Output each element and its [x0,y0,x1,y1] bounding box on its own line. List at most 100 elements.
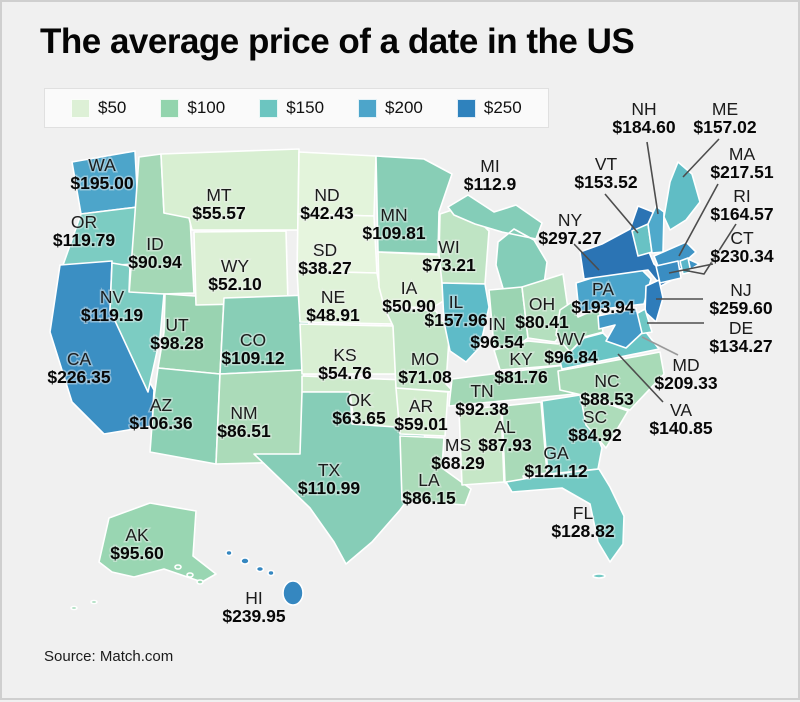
state-label-KY: KY $81.76 [494,349,548,387]
state-AK [98,502,217,583]
state-SC [579,393,629,449]
state-label-UT: UT $98.28 [150,315,204,353]
state-label-FL: FL $128.82 [551,503,615,541]
state-label-NH: NH $184.60 [612,99,676,137]
state-label-IN: IN $96.54 [470,314,524,352]
legend-label: $50 [98,98,127,117]
state-label-MA: MA $217.51 [710,144,774,182]
legend-swatch-150 [259,98,279,118]
state-label-HI: HI $239.95 [222,588,286,626]
state-FL [505,468,625,563]
legend-label: $150 [286,98,325,117]
state-NM [215,369,305,465]
state-label-MT: MT $55.57 [192,185,246,223]
state-MD [597,307,643,349]
legend-swatch-250 [456,98,476,118]
legend-item-50: $50 [71,98,126,118]
state-label-OK: OK $63.65 [332,390,386,428]
chart-title: The average price of a date in the US [40,22,635,61]
leader-line-RI [682,223,737,275]
leader-line-MD [641,336,679,356]
state-label-NV: NV $119.19 [81,287,144,325]
state-label-SC: SC $84.92 [568,407,622,445]
state-label-VT: VT $153.52 [574,154,638,192]
state-label-AK: AK $95.60 [110,525,164,563]
state-island-HI [225,549,233,557]
state-label-AL: AL $87.93 [478,417,532,455]
state-AL [501,401,548,486]
legend-label: $250 [483,98,522,117]
state-label-IA: IA $50.90 [382,278,436,316]
state-island-AK [90,599,98,605]
state-TX [253,391,426,565]
state-NV [109,262,165,393]
state-label-WI: WI $73.21 [422,237,476,275]
state-label-TX: TX $110.99 [298,460,361,498]
state-island-HI [267,569,275,577]
state-island-AK [174,564,182,570]
state-label-MN: MN $109.81 [362,205,426,243]
state-CT [655,260,682,284]
state-label-AR: AR $59.01 [394,396,448,434]
state-island-FL [592,573,606,579]
state-label-LA: LA $86.15 [402,470,456,508]
state-label-WY: WY $52.10 [208,256,262,294]
state-island-AK [196,579,204,585]
state-MT [160,148,300,231]
state-MO [383,306,455,393]
state-AZ [149,367,221,465]
legend-item-200: $200 [358,98,423,118]
state-island-AK [186,572,194,578]
legend-swatch-50 [71,98,90,118]
state-label-OH: OH $80.41 [515,294,569,332]
state-island-HI [240,557,250,565]
state-label-OR: OR $119.79 [53,212,116,250]
legend-item-150: $150 [259,98,324,118]
state-label-KS: KS $54.76 [318,345,372,383]
state-label-MS: MS $68.29 [431,435,485,473]
state-label-TN: TN $92.38 [455,381,509,419]
legend-swatch-100 [160,98,180,118]
state-LA [399,435,472,506]
leader-line-VT [604,193,639,234]
state-label-NJ: NJ $259.60 [709,280,773,318]
legend-label: $100 [187,98,226,117]
state-label-ND: ND $42.43 [300,185,354,223]
state-AR [395,387,449,437]
state-label-DE: DE $134.27 [709,318,772,356]
state-label-MO: MO $71.08 [398,349,452,387]
state-label-NM: NM $86.51 [217,403,271,441]
state-label-WV: WV $96.84 [544,329,598,367]
state-island-HI [255,565,265,573]
legend-swatch-200 [358,98,378,118]
state-label-PA: PA $193.94 [571,279,635,317]
state-IL [441,282,490,363]
state-label-NC: NC $88.53 [580,371,634,409]
state-label-CT: CT $230.34 [710,228,774,266]
legend-item-100: $100 [160,98,225,118]
state-ME [663,161,701,231]
state-label-RI: RI $164.57 [710,186,773,224]
state-label-VA: VA $140.85 [649,400,713,438]
leader-line-CT [668,263,714,274]
legend: $50 $100 $150 $200 $250 [44,88,549,128]
state-label-CO: CO $109.12 [221,330,285,368]
state-label-ID: ID $90.94 [128,234,182,272]
state-label-CA: CA $226.35 [47,349,111,387]
leader-line-NH [646,141,659,215]
state-label-ME: ME $157.02 [693,99,757,137]
state-label-MI: MI $112.9 [464,156,517,194]
leader-line-MA [678,183,719,257]
state-MS [458,405,505,486]
state-NC [557,351,665,411]
state-label-IL: IL $157.96 [424,292,488,330]
leader-line-ME [682,138,720,178]
state-label-GA: GA $121.12 [524,443,588,481]
state-label-NE: NE $48.91 [306,287,360,325]
state-label-AZ: AZ $106.36 [129,395,193,433]
state-island-HI [282,580,304,606]
state-label-MD: MD $209.33 [654,355,718,393]
leader-line-NY [573,243,600,271]
leader-line-VA [617,353,664,403]
